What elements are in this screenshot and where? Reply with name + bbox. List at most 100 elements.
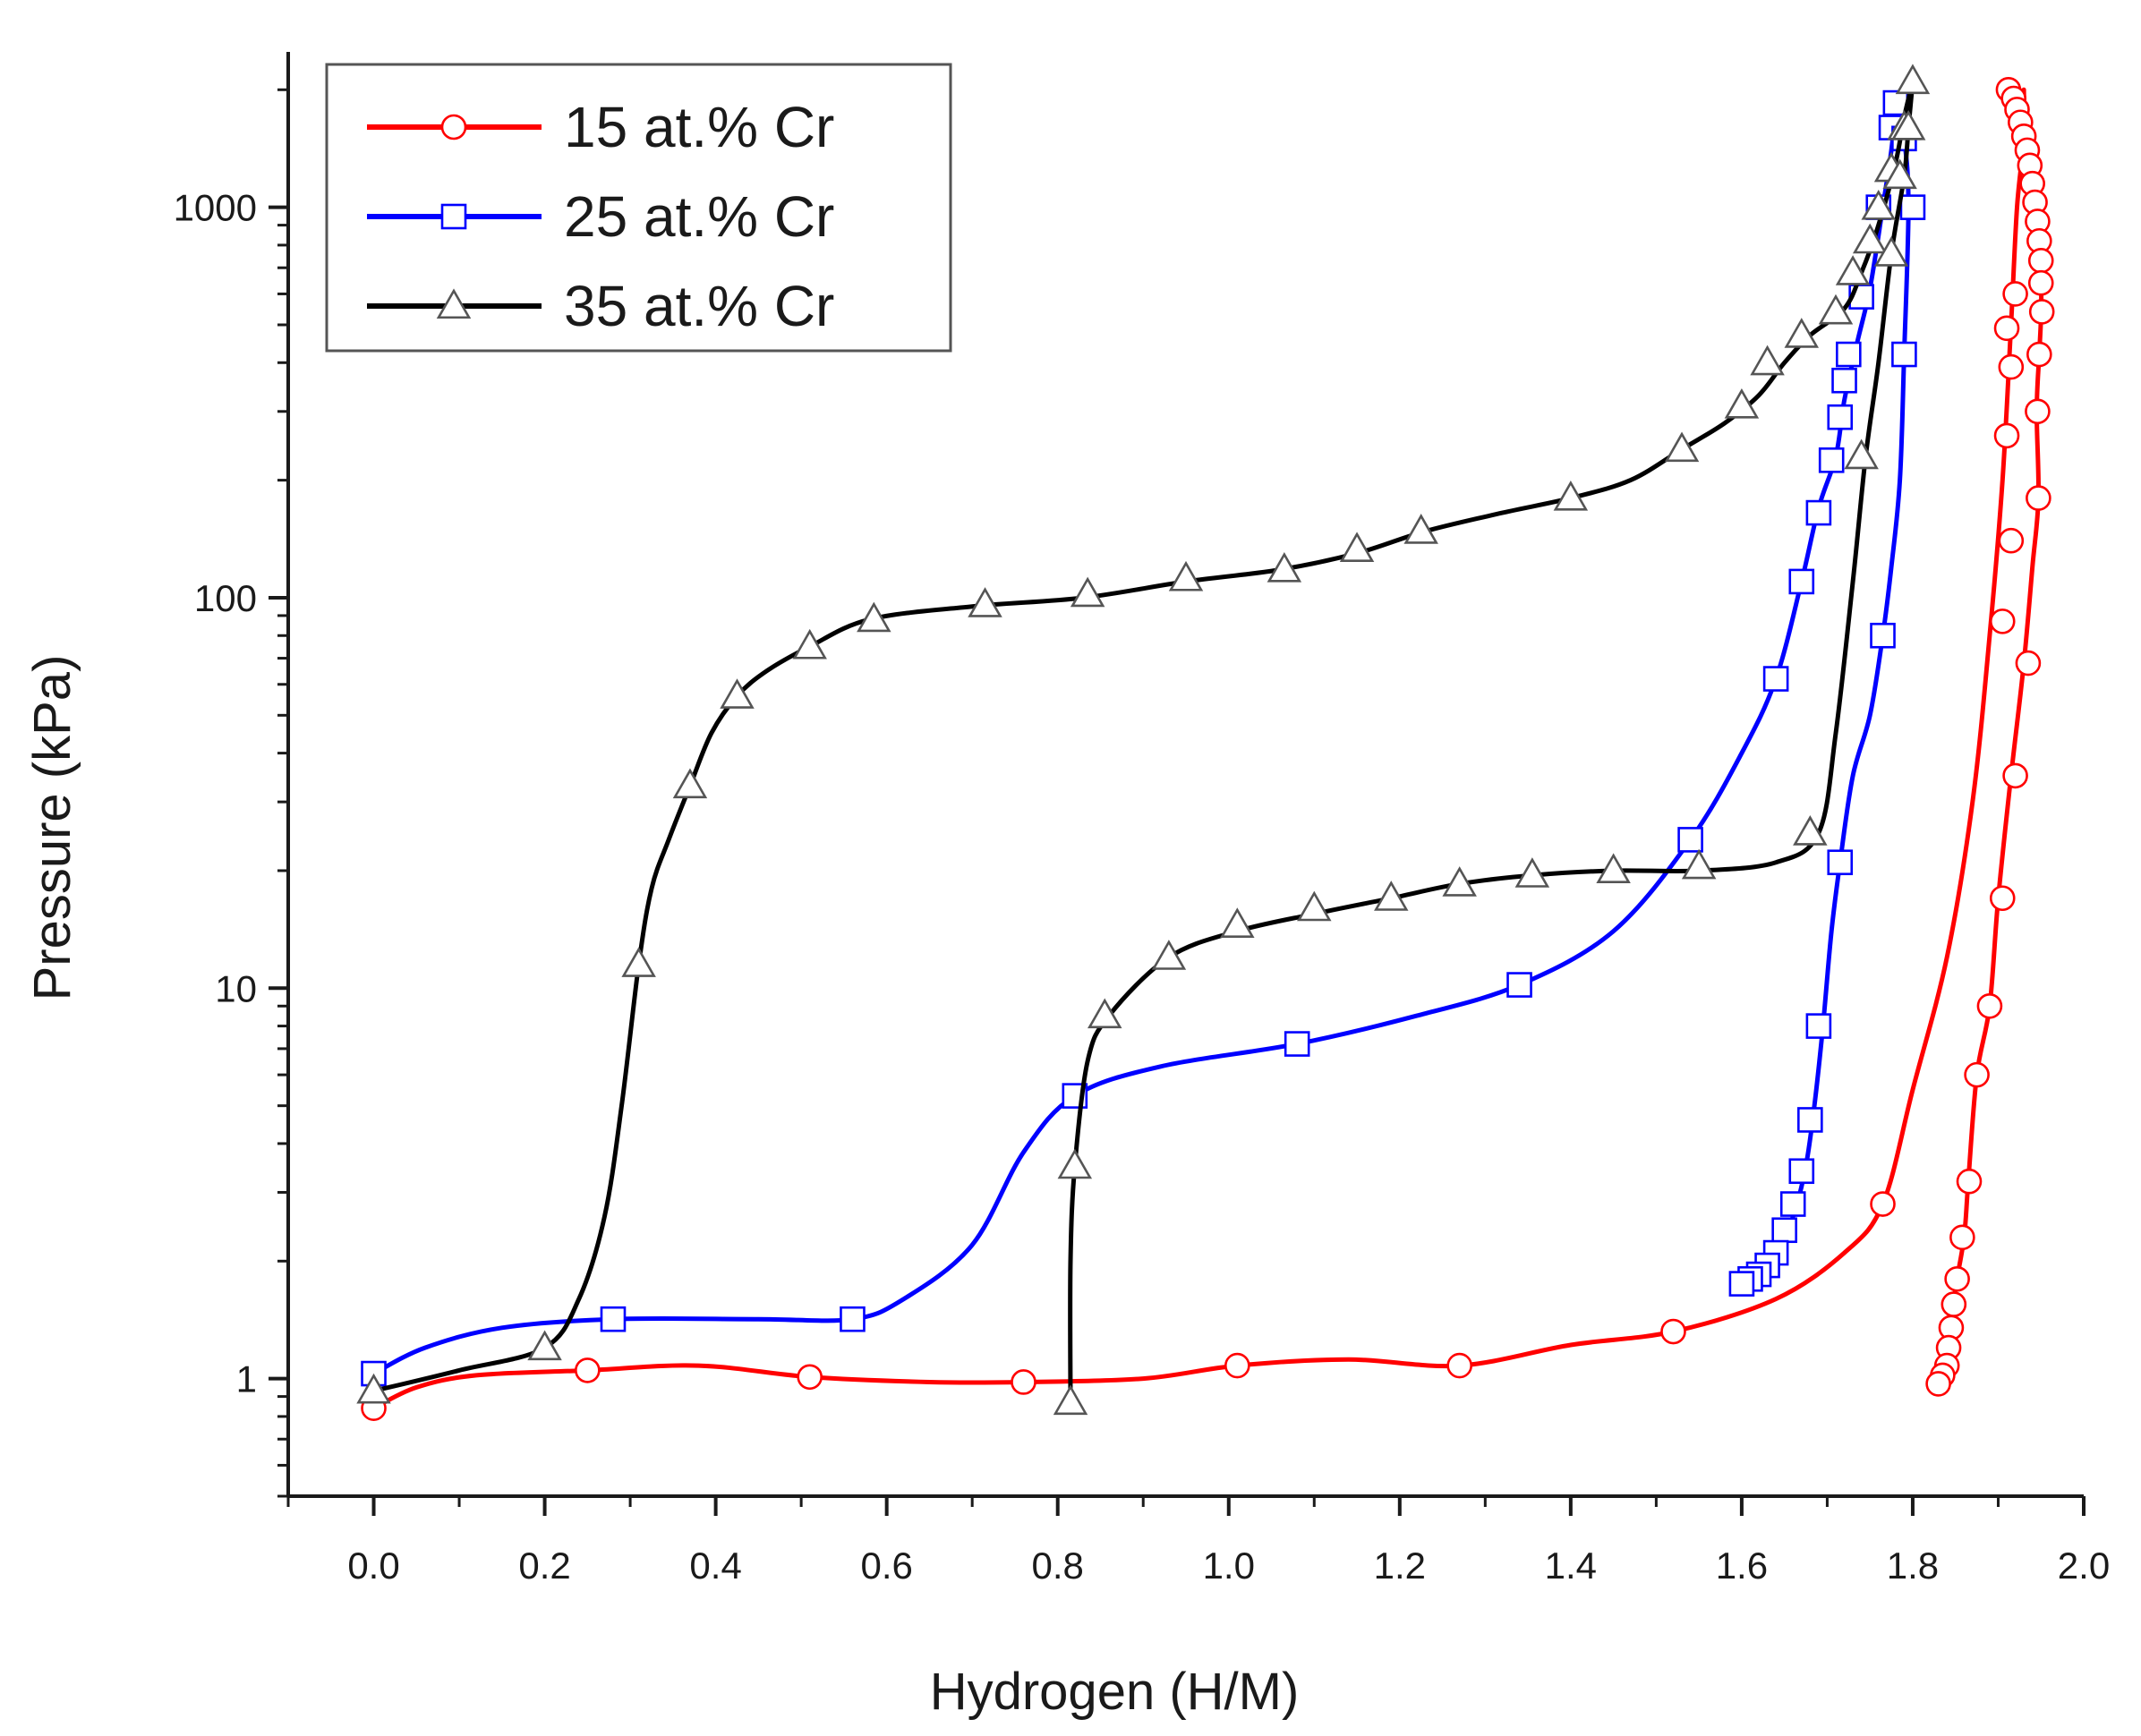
data-point — [1724, 387, 1760, 419]
data-point — [1844, 438, 1879, 470]
data-point — [720, 678, 755, 709]
data-point — [1976, 992, 2003, 1019]
series-line — [1735, 96, 1911, 1287]
x-tick-label: 0.8 — [1032, 1545, 1084, 1587]
data-point — [1873, 236, 1909, 267]
data-point — [2025, 398, 2051, 425]
data-point — [1088, 998, 1122, 1029]
data-point — [1899, 194, 1926, 220]
data-point — [1664, 431, 1700, 463]
legend-marker — [440, 203, 467, 230]
data-point — [1964, 1061, 1990, 1088]
legend: 15 at.% Cr 25 at.% Cr 35 at.% Cr — [325, 63, 952, 353]
data-point — [1788, 568, 1815, 595]
data-point — [1596, 853, 1631, 884]
series-layer — [356, 64, 2055, 1421]
data-point — [1514, 857, 1550, 888]
x-tick-label: 0.6 — [860, 1545, 912, 1587]
legend-marker — [440, 114, 467, 140]
data-point — [1762, 666, 1789, 692]
data-point — [1070, 576, 1105, 608]
data-point — [1993, 422, 2020, 449]
data-point — [1998, 353, 2025, 380]
data-point — [1224, 1352, 1250, 1379]
data-point — [1442, 866, 1477, 897]
data-point — [1805, 499, 1832, 526]
data-point — [1339, 532, 1375, 562]
series-2 — [361, 89, 1926, 1387]
x-tick-label: 0.0 — [347, 1545, 399, 1587]
legend-entry: 35 at.% Cr — [367, 274, 834, 338]
data-point — [1220, 907, 1255, 938]
y-tick-label: 10 — [215, 967, 257, 1009]
data-point — [1827, 404, 1854, 430]
data-point — [600, 1306, 627, 1332]
data-point — [1835, 255, 1871, 285]
y-tick-label: 100 — [194, 577, 257, 619]
data-point — [1297, 890, 1332, 922]
x-tick-label: 1.4 — [1545, 1545, 1597, 1587]
data-point — [1681, 848, 1717, 880]
data-point — [2002, 281, 2028, 307]
data-point — [2027, 247, 2054, 274]
legend-marker — [436, 288, 472, 319]
data-point — [575, 1357, 601, 1383]
x-tick-label: 0.4 — [689, 1545, 741, 1587]
series-3 — [356, 64, 1931, 1416]
x-axis: 0.0 0.2 0.4 0.6 0.8 1.0 1.2 1.4 1.6 1.8 2.0 — [286, 1496, 2110, 1587]
data-point — [1750, 345, 1785, 376]
data-point — [1818, 447, 1845, 473]
data-point — [1788, 1158, 1815, 1185]
data-point — [1793, 815, 1828, 846]
data-point — [1446, 1352, 1472, 1379]
data-point — [1771, 1217, 1797, 1244]
data-point — [1861, 190, 1896, 220]
data-point — [1956, 1168, 1983, 1195]
data-point — [2015, 650, 2042, 677]
x-tick-label: 1.6 — [1716, 1545, 1768, 1587]
legend-box — [325, 63, 952, 353]
data-point — [1403, 514, 1438, 544]
data-point — [1818, 294, 1854, 325]
series-line — [371, 87, 2027, 1411]
data-point — [1827, 849, 1854, 876]
data-point — [527, 1330, 562, 1361]
data-point — [1944, 1265, 1970, 1292]
data-point — [1891, 341, 1917, 368]
x-tick-label: 1.2 — [1374, 1545, 1426, 1587]
data-point — [1168, 560, 1204, 591]
x-tick-label: 0.2 — [518, 1545, 570, 1587]
data-point — [1836, 341, 1862, 368]
x-tick-label: 1.0 — [1203, 1545, 1255, 1587]
data-point — [1374, 881, 1409, 911]
data-point — [1890, 109, 1926, 140]
data-point — [2026, 485, 2051, 511]
data-point — [672, 768, 708, 799]
data-point — [1989, 885, 2016, 912]
data-point — [1895, 64, 1931, 95]
data-point — [1993, 315, 2020, 342]
data-point — [1267, 551, 1302, 583]
y-tick-label: 1 — [236, 1358, 257, 1400]
data-point — [2002, 762, 2028, 789]
x-axis-title: Hydrogen (H/M) — [930, 1663, 1300, 1721]
data-point — [1779, 1191, 1806, 1217]
series-1 — [361, 76, 2055, 1421]
data-point — [1553, 480, 1589, 511]
data-point — [356, 1373, 391, 1404]
data-point — [1284, 1031, 1310, 1057]
data-point — [1728, 1271, 1755, 1297]
data-point — [1831, 367, 1857, 394]
data-point — [1998, 527, 2025, 554]
data-point — [1677, 827, 1703, 853]
data-point — [1870, 622, 1896, 649]
y-tick-label: 1000 — [174, 187, 257, 229]
data-point — [1011, 1369, 1036, 1395]
data-point — [1989, 608, 2016, 634]
x-tick-label: 1.8 — [1887, 1545, 1939, 1587]
data-point — [1805, 1013, 1832, 1039]
data-point — [840, 1306, 866, 1332]
legend-entry: 15 at.% Cr — [367, 95, 834, 159]
data-point — [857, 601, 891, 633]
